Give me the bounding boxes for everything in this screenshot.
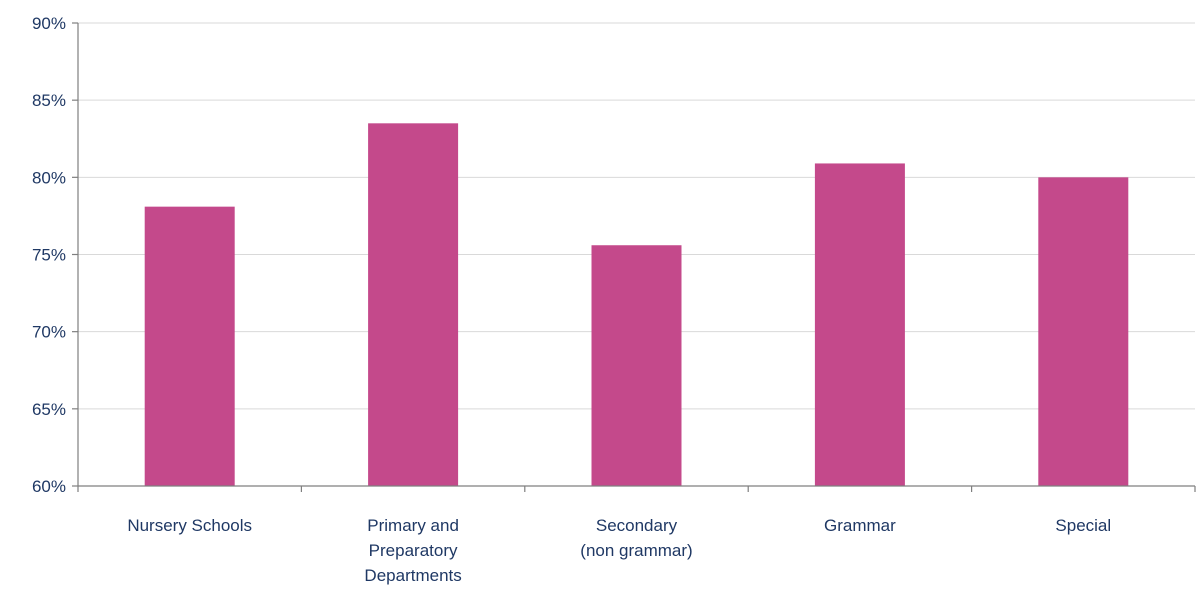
y-tick-label: 70%: [32, 323, 66, 342]
axes: [72, 22, 1196, 492]
x-category-label: Nursery Schools: [127, 516, 252, 535]
y-tick-label: 85%: [32, 91, 66, 110]
x-axis-category-labels: Nursery Schools Primary and Preparatory Dep…: [127, 516, 1111, 585]
bar: [368, 123, 459, 487]
bars: [144, 123, 1129, 487]
y-tick-label: 80%: [32, 168, 66, 187]
bar: [1038, 177, 1129, 487]
x-category-label: Primary and Preparatory Departments: [364, 516, 461, 585]
x-category-label: Special: [1055, 516, 1111, 535]
bar: [814, 163, 905, 486]
x-category-label: Grammar: [824, 516, 896, 535]
y-axis-tick-labels: 60% 65% 70% 75% 80% 85% 90%: [32, 14, 66, 496]
x-category-label: Secondary (non grammar): [580, 516, 692, 560]
y-tick-label: 75%: [32, 246, 66, 265]
bar: [144, 206, 235, 486]
y-tick-label: 90%: [32, 14, 66, 33]
y-tick-label: 60%: [32, 477, 66, 496]
bar: [591, 245, 682, 486]
y-tick-label: 65%: [32, 400, 66, 419]
